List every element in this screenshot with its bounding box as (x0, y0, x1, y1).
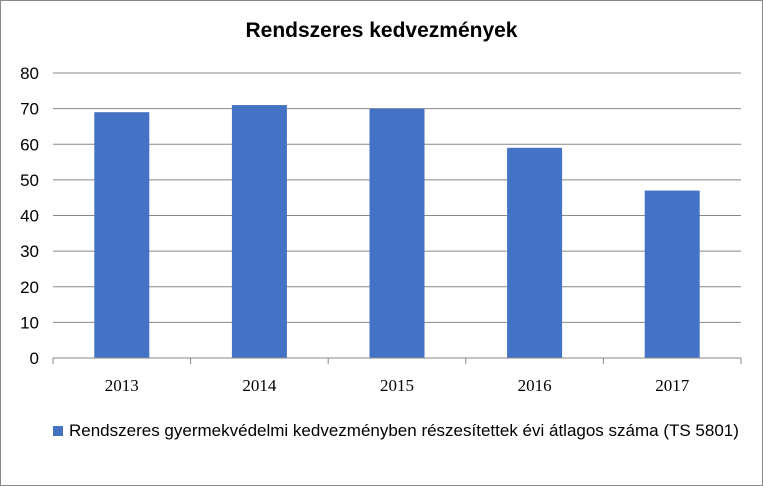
y-tick-label: 60 (20, 135, 39, 154)
y-tick-label: 10 (20, 313, 39, 332)
bar-2015 (369, 108, 425, 358)
chart-title: Rendszeres kedvezmények (245, 19, 518, 42)
bar-2014 (231, 105, 287, 358)
x-tick-label: 2013 (105, 376, 139, 395)
bar-2016 (507, 147, 563, 358)
bar-2017 (644, 190, 700, 358)
y-tick-label: 80 (20, 64, 39, 83)
bars (94, 105, 700, 358)
bar-2013 (94, 112, 150, 358)
x-tick-labels: 2013 2014 2015 2016 2017 (105, 376, 690, 395)
x-tick-label: 2017 (655, 376, 690, 395)
x-tick-label: 2016 (518, 376, 552, 395)
y-tick-label: 70 (20, 100, 39, 119)
legend: Rendszeres gyermekvédelmi kedvezményben … (53, 419, 753, 442)
x-tick-label: 2014 (242, 376, 277, 395)
y-tick-labels: 0 10 20 30 40 50 60 70 80 (20, 64, 39, 368)
y-tick-label: 30 (20, 242, 39, 261)
legend-label: Rendszeres gyermekvédelmi kedvezményben … (69, 421, 739, 440)
y-tick-label: 50 (20, 171, 39, 190)
y-tick-label: 40 (20, 207, 39, 226)
y-tick-label: 20 (20, 278, 39, 297)
bar-chart: 0 10 20 30 40 50 60 70 80 2013 2014 2015 2016 2017 (20, 64, 742, 395)
y-tick-label: 0 (30, 349, 39, 368)
x-axis (52, 357, 742, 364)
x-tick-label: 2015 (380, 376, 414, 395)
legend-swatch (53, 426, 63, 436)
